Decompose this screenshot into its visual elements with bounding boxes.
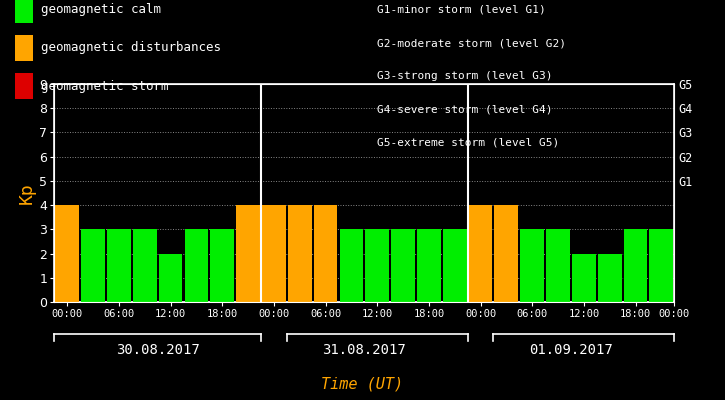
Bar: [494, 205, 518, 302]
Text: geomagnetic calm: geomagnetic calm: [41, 4, 162, 16]
Y-axis label: Kp: Kp: [17, 182, 36, 204]
Text: G1-minor storm (level G1): G1-minor storm (level G1): [377, 5, 546, 15]
Bar: [521, 229, 544, 302]
Bar: [572, 254, 596, 302]
Bar: [210, 229, 234, 302]
Bar: [262, 205, 286, 302]
Bar: [185, 229, 208, 302]
Bar: [365, 229, 389, 302]
Bar: [417, 229, 441, 302]
Text: G3-strong storm (level G3): G3-strong storm (level G3): [377, 71, 552, 81]
Text: 30.08.2017: 30.08.2017: [116, 343, 199, 357]
Bar: [392, 229, 415, 302]
Bar: [624, 229, 647, 302]
Bar: [107, 229, 130, 302]
Bar: [288, 205, 312, 302]
Bar: [443, 229, 467, 302]
Bar: [468, 205, 492, 302]
Text: G4-severe storm (level G4): G4-severe storm (level G4): [377, 104, 552, 114]
Text: G2-moderate storm (level G2): G2-moderate storm (level G2): [377, 38, 566, 48]
Text: Time (UT): Time (UT): [321, 376, 404, 391]
Bar: [159, 254, 183, 302]
Text: 31.08.2017: 31.08.2017: [323, 343, 406, 357]
Text: 01.09.2017: 01.09.2017: [529, 343, 613, 357]
Bar: [314, 205, 337, 302]
Bar: [55, 205, 79, 302]
Bar: [81, 229, 105, 302]
Bar: [339, 229, 363, 302]
Text: geomagnetic storm: geomagnetic storm: [41, 80, 169, 92]
Bar: [546, 229, 570, 302]
Bar: [598, 254, 621, 302]
Text: G5-extreme storm (level G5): G5-extreme storm (level G5): [377, 137, 559, 147]
Bar: [133, 229, 157, 302]
Bar: [650, 229, 674, 302]
Text: geomagnetic disturbances: geomagnetic disturbances: [41, 42, 221, 54]
Bar: [236, 205, 260, 302]
